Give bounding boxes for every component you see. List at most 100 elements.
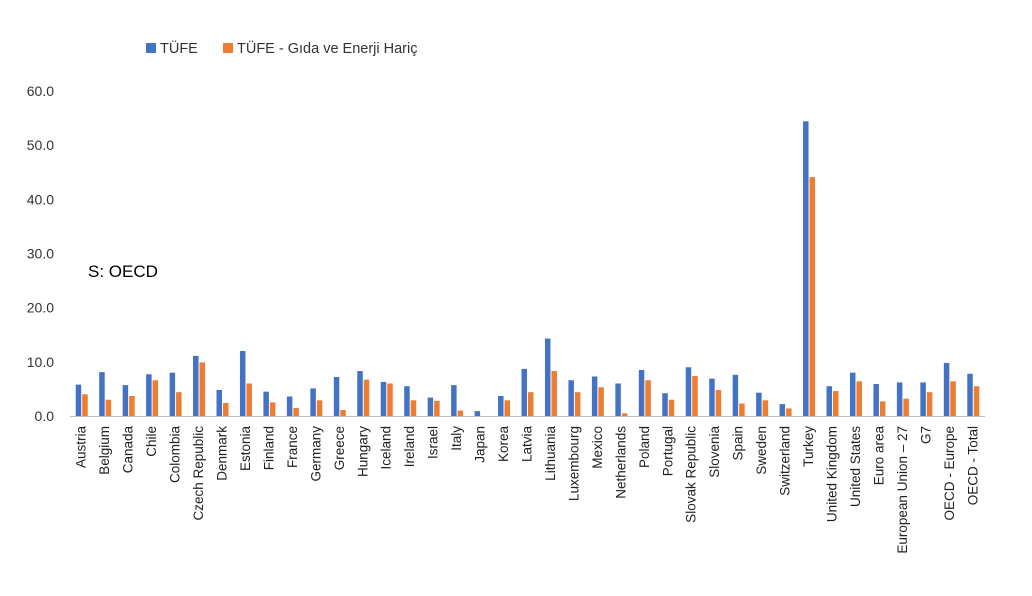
bar-tufe-core-turkey [809, 177, 816, 417]
bar-tufe-slovak-republic [685, 367, 692, 416]
bar-tufe-core-hungary [363, 379, 370, 416]
legend: TÜFE TÜFE - Gıda ve Enerji Hariç [146, 39, 418, 57]
bar-tufe-core-oecd-total [973, 386, 980, 416]
bar-tufe-austria [75, 384, 82, 416]
x-tick-label-ireland: Ireland [402, 426, 417, 467]
bar-tufe-core-iceland [387, 383, 393, 416]
bar-tufe-mexico [591, 376, 598, 416]
x-tick-label-united-states: United States [848, 426, 863, 507]
bar-tufe-core-belgium [105, 399, 112, 416]
bar-tufe-core-united-kingdom [833, 391, 839, 416]
y-axis: 0.0 10.0 20.0 30.0 40.0 50.0 60.0 [27, 83, 54, 424]
bar-tufe-core-france [293, 407, 299, 417]
bar-tufe-g7 [920, 382, 926, 416]
bar-tufe-oecd-total [967, 373, 973, 416]
x-tick-label-canada: Canada [121, 426, 136, 474]
bar-tufe-poland [638, 369, 645, 416]
x-tick-label-poland: Poland [637, 426, 652, 468]
bar-tufe-israel [427, 397, 434, 416]
x-axis: Austria Belgium Canada Chile Colombia Czech R… [74, 426, 981, 554]
bar-tufe-core-germany [316, 400, 323, 416]
x-tick-label-austria: Austria [74, 426, 89, 469]
bar-tufe-estonia [239, 351, 246, 416]
bar-tufe-core-switzerland [786, 408, 792, 416]
bar-tufe-core-oecd-europe [950, 381, 956, 416]
x-tick-label-denmark: Denmark [215, 426, 230, 481]
x-tick-label-germany: Germany [308, 426, 323, 482]
bar-tufe-finland [263, 391, 269, 417]
bar-tufe-greece [333, 377, 340, 416]
x-tick-label-netherlands: Netherlands [613, 426, 628, 499]
bar-tufe-core-united-states [856, 381, 862, 416]
x-tick-label-korea: Korea [496, 426, 511, 463]
x-tick-label-lithuania: Lithuania [543, 426, 558, 481]
y-tick-label: 60.0 [27, 83, 54, 99]
x-tick-label-japan: Japan [473, 426, 488, 463]
bar-tufe-denmark [216, 390, 222, 416]
bar-tufe-chile [146, 374, 152, 416]
bar-tufe-core-czech-republic [199, 362, 206, 417]
bars [75, 121, 980, 417]
x-tick-label-latvia: Latvia [520, 426, 535, 463]
bar-tufe-oecd-europe [943, 362, 950, 416]
y-tick-label: 0.0 [35, 408, 55, 424]
x-tick-label-euro-area: Euro area [871, 426, 886, 486]
bar-tufe-czech-republic [193, 355, 199, 417]
x-tick-label-mexico: Mexico [590, 426, 605, 469]
bar-tufe-france [286, 396, 293, 416]
bar-tufe-core-sweden [762, 400, 769, 416]
y-tick-label: 40.0 [27, 191, 54, 207]
bar-tufe-core-g7 [926, 392, 933, 416]
bar-tufe-european-union-27 [896, 382, 903, 416]
bar-tufe-core-finland [269, 402, 276, 416]
x-tick-label-finland: Finland [261, 426, 276, 470]
bar-tufe-core-mexico [598, 387, 604, 416]
x-tick-label-switzerland: Switzerland [778, 426, 793, 496]
x-tick-label-hungary: Hungary [355, 426, 370, 477]
bar-tufe-core-lithuania [551, 371, 557, 416]
bar-tufe-turkey [803, 121, 809, 416]
bar-tufe-italy [451, 385, 457, 417]
bar-tufe-belgium [99, 372, 105, 417]
bar-tufe-core-slovenia [715, 390, 722, 416]
x-tick-label-g7: G7 [918, 426, 933, 444]
bar-tufe-core-chile [152, 380, 159, 416]
bar-tufe-core-portugal [668, 399, 675, 416]
bar-tufe-luxembourg [568, 380, 574, 416]
x-tick-label-israel: Israel [426, 426, 441, 459]
x-tick-label-european-union-27: European Union – 27 [895, 426, 910, 554]
legend-label-tufe-core: TÜFE - Gıda ve Enerji Hariç [237, 39, 418, 57]
bar-tufe-canada [122, 385, 129, 417]
bar-tufe-korea [498, 395, 504, 416]
bar-tufe-core-poland [645, 380, 651, 416]
bar-tufe-euro-area [873, 384, 879, 416]
x-tick-label-spain: Spain [731, 426, 746, 461]
bar-tufe-core-israel [434, 400, 440, 416]
bar-tufe-core-estonia [246, 383, 252, 416]
x-tick-label-portugal: Portugal [660, 426, 675, 476]
legend-swatch-tufe [146, 43, 156, 53]
x-tick-label-iceland: Iceland [379, 426, 394, 470]
bar-tufe-netherlands [615, 383, 621, 416]
bar-tufe-core-spain [739, 403, 745, 416]
x-tick-label-colombia: Colombia [168, 426, 183, 484]
bar-tufe-hungary [357, 371, 363, 416]
y-tick-label: 20.0 [27, 300, 54, 316]
x-tick-label-belgium: Belgium [97, 426, 112, 475]
x-tick-label-slovenia: Slovenia [707, 426, 722, 478]
x-tick-label-greece: Greece [332, 426, 347, 470]
x-tick-label-france: France [285, 426, 300, 468]
bar-tufe-core-italy [457, 410, 464, 416]
x-tick-label-chile: Chile [144, 426, 159, 457]
bar-tufe-core-austria [82, 394, 88, 416]
bar-tufe-spain [732, 374, 739, 416]
bar-tufe-core-canada [129, 395, 135, 416]
bar-tufe-slovenia [709, 378, 715, 417]
bar-tufe-core-euro-area [879, 401, 886, 417]
bar-tufe-core-luxembourg [574, 392, 581, 416]
bar-tufe-core-colombia [176, 392, 182, 416]
x-tick-label-united-kingdom: United Kingdom [825, 426, 840, 522]
legend-label-tufe: TÜFE [160, 39, 198, 57]
bar-tufe-sweden [756, 392, 762, 416]
